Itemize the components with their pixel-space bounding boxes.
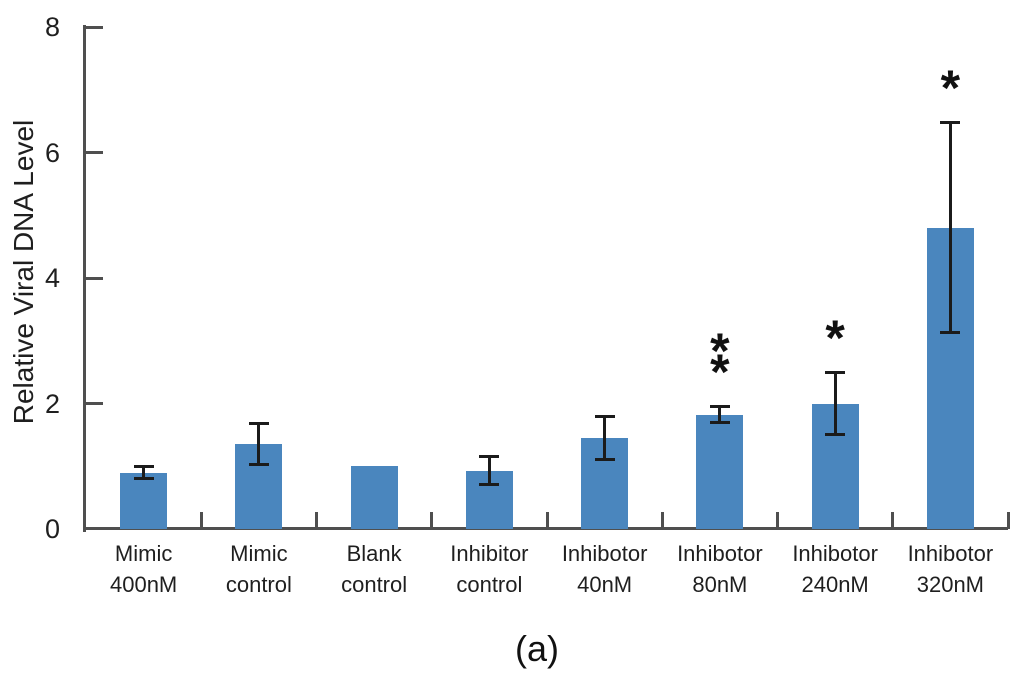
y-tick bbox=[86, 25, 103, 29]
error-bar-cap bbox=[248, 463, 269, 467]
bar bbox=[120, 472, 168, 529]
bar bbox=[696, 414, 744, 529]
x-tick bbox=[430, 512, 434, 529]
y-tick bbox=[86, 276, 103, 280]
y-tick-label: 4 bbox=[44, 263, 60, 293]
error-bar-cap bbox=[133, 477, 154, 481]
y-tick-label: 8 bbox=[44, 12, 60, 42]
error-bar-cap bbox=[825, 433, 846, 437]
y-tick bbox=[86, 402, 103, 405]
error-bar-cap bbox=[940, 331, 961, 335]
x-tick bbox=[545, 512, 549, 529]
x-tick bbox=[1006, 512, 1010, 529]
significance-annotation: * * bbox=[710, 323, 730, 401]
y-tick bbox=[86, 151, 103, 154]
error-bar-cap bbox=[133, 464, 154, 468]
error-bar-line bbox=[257, 422, 261, 467]
x-category-label: Blank control bbox=[341, 541, 408, 597]
x-category-label: Inhibotor 80nM bbox=[677, 541, 763, 597]
error-bar-cap bbox=[479, 483, 500, 487]
x-tick bbox=[891, 512, 895, 529]
x-category-label: Inhibitor control bbox=[450, 541, 529, 597]
x-category-label: Mimic 400nM bbox=[109, 541, 178, 597]
x-category-label: Inhibotor 240nM bbox=[792, 541, 878, 597]
bar bbox=[350, 466, 398, 529]
error-bar-cap bbox=[248, 422, 269, 426]
y-tick-label: 6 bbox=[44, 137, 60, 168]
figure-caption: (a) bbox=[515, 628, 559, 669]
error-bar-cap bbox=[594, 458, 615, 462]
significance-annotation: * bbox=[825, 309, 845, 366]
error-bar-line bbox=[948, 121, 952, 335]
error-bar-line bbox=[142, 464, 146, 481]
error-bar-cap bbox=[825, 370, 846, 374]
x-category-label: Inhibotor 40nM bbox=[561, 541, 648, 597]
error-bar-cap bbox=[709, 421, 730, 425]
x-tick bbox=[199, 512, 203, 529]
error-bar-cap bbox=[709, 405, 730, 409]
x-category-label: Mimic control bbox=[225, 541, 292, 597]
x-tick bbox=[315, 512, 318, 529]
error-bar-line bbox=[833, 370, 837, 437]
significance-annotation: * bbox=[940, 60, 961, 117]
y-tick-label: 2 bbox=[44, 388, 60, 419]
x-category-label: Inhibotor 320nM bbox=[907, 541, 994, 597]
x-tick bbox=[776, 512, 779, 529]
y-axis-line bbox=[83, 25, 86, 532]
error-bar-line bbox=[718, 405, 722, 425]
error-bar-line bbox=[487, 454, 491, 487]
y-tick-label: 0 bbox=[44, 514, 60, 544]
error-bar-cap bbox=[479, 454, 500, 458]
error-bar-cap bbox=[594, 414, 615, 418]
error-bar-cap bbox=[940, 121, 961, 125]
error-bar-line bbox=[603, 414, 607, 462]
x-tick bbox=[660, 512, 664, 529]
